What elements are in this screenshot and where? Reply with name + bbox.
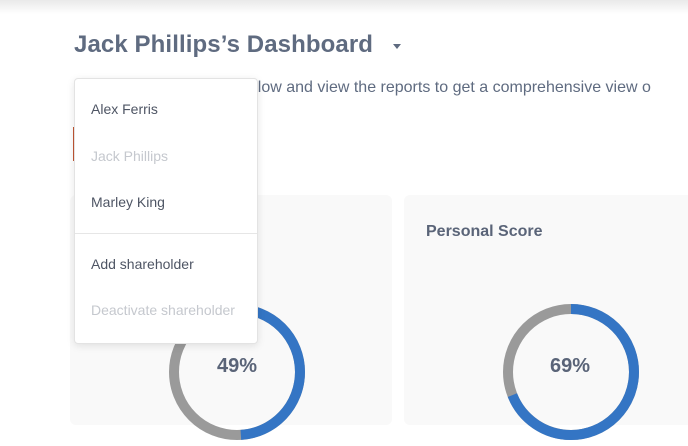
- deactivate-shareholder-button: Deactivate shareholder: [91, 302, 235, 318]
- menu-item-alex-ferris[interactable]: Alex Ferris: [91, 101, 158, 117]
- shareholder-dropdown-menu: Alex Ferris Jack Phillips Marley King Ad…: [74, 78, 258, 344]
- add-shareholder-button[interactable]: Add shareholder: [91, 256, 194, 272]
- menu-divider: [75, 233, 257, 234]
- donut-value-label: 69%: [549, 355, 591, 377]
- card-title: Personal Score: [426, 223, 543, 240]
- chevron-down-icon[interactable]: [393, 43, 402, 49]
- title-row: Jack Phillips’s Dashboard: [74, 28, 402, 62]
- menu-item-jack-phillips: Jack Phillips: [91, 148, 169, 164]
- donut-value-label: 49%: [216, 355, 258, 377]
- top-shadow: [0, 0, 688, 14]
- menu-item-marley-king[interactable]: Marley King: [91, 194, 165, 210]
- page-title: Jack Phillips’s Dashboard: [74, 31, 374, 58]
- intro-text: below and view the reports to get a comp…: [240, 79, 651, 96]
